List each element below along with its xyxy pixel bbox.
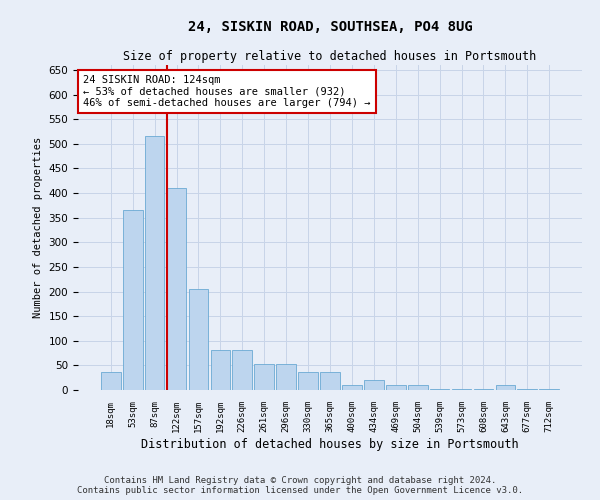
Bar <box>123 210 143 390</box>
Bar <box>342 384 362 390</box>
Bar <box>452 388 472 390</box>
Text: 24 SISKIN ROAD: 124sqm
← 53% of detached houses are smaller (932)
46% of semi-de: 24 SISKIN ROAD: 124sqm ← 53% of detached… <box>83 74 371 108</box>
Bar <box>517 388 537 390</box>
Bar <box>386 385 406 390</box>
Bar <box>145 136 164 390</box>
Bar <box>188 289 208 390</box>
Y-axis label: Number of detached properties: Number of detached properties <box>33 137 43 318</box>
Bar <box>473 388 493 390</box>
Bar <box>167 188 187 390</box>
Bar <box>276 364 296 390</box>
Text: Contains HM Land Registry data © Crown copyright and database right 2024.
Contai: Contains HM Land Registry data © Crown c… <box>77 476 523 495</box>
Bar <box>496 385 515 390</box>
Bar <box>254 364 274 390</box>
Bar <box>320 372 340 390</box>
Bar <box>364 380 384 390</box>
Bar <box>408 385 428 390</box>
Bar <box>101 372 121 390</box>
Bar <box>539 388 559 390</box>
Text: 24, SISKIN ROAD, SOUTHSEA, PO4 8UG: 24, SISKIN ROAD, SOUTHSEA, PO4 8UG <box>188 20 472 34</box>
Bar <box>211 350 230 390</box>
Bar <box>430 388 449 390</box>
Text: Size of property relative to detached houses in Portsmouth: Size of property relative to detached ho… <box>124 50 536 63</box>
X-axis label: Distribution of detached houses by size in Portsmouth: Distribution of detached houses by size … <box>141 438 519 450</box>
Bar <box>298 372 318 390</box>
Bar <box>232 350 252 390</box>
